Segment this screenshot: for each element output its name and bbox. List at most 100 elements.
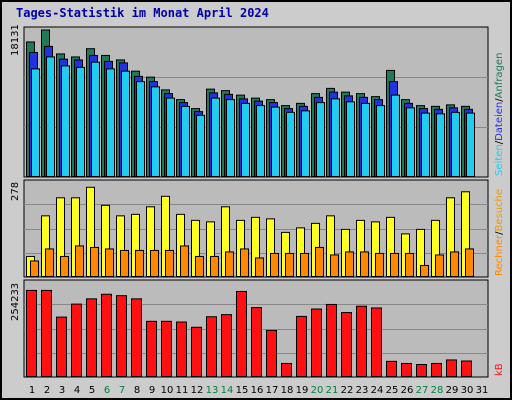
bar-seiten-day-28: [436, 113, 445, 177]
bar-kb-day-28: [431, 362, 442, 377]
xtick-day-12: 12: [191, 385, 204, 396]
bar-seiten-day-5: [91, 61, 100, 177]
xtick-day-6: 6: [104, 385, 110, 396]
bar-kb-day-9: [146, 320, 157, 377]
xtick-day-9: 9: [149, 385, 155, 396]
bar-seiten-day-19: [301, 110, 310, 177]
bar-rechner-day-18: [285, 252, 294, 277]
bar-seiten-day-23: [361, 102, 370, 177]
xtick-day-14: 14: [221, 385, 234, 396]
bar-kb-day-20: [311, 308, 322, 377]
xtick-day-28: 28: [431, 385, 444, 396]
bar-seiten-day-21: [331, 98, 340, 177]
bar-kb-day-27: [416, 364, 427, 377]
bar-kb-day-1: [26, 289, 37, 378]
xtick-day-18: 18: [281, 385, 294, 396]
xtick-day-10: 10: [161, 385, 174, 396]
bar-rechner-day-4: [75, 245, 84, 277]
bar-kb-day-6: [101, 293, 112, 378]
xtick-day-25: 25: [386, 385, 399, 396]
bar-kb-day-23: [356, 305, 367, 378]
xtick-day-17: 17: [266, 385, 279, 396]
bar-seiten-day-30: [466, 112, 475, 178]
bar-rechner-day-1: [30, 260, 39, 277]
bar-seiten-day-20: [316, 102, 325, 177]
bar-rechner-day-16: [255, 257, 264, 277]
bar-seiten-day-18: [286, 111, 295, 177]
bar-rechner-day-13: [210, 255, 219, 277]
bar-rechner-day-19: [300, 252, 309, 277]
bar-kb-day-21: [326, 303, 337, 377]
bar-kb-day-19: [296, 315, 307, 378]
bar-rechner-day-3: [60, 255, 69, 277]
bar-rechner-day-7: [120, 249, 129, 277]
bar-seiten-day-10: [166, 97, 175, 177]
bar-kb-day-22: [341, 312, 352, 378]
bar-seiten-day-17: [271, 106, 280, 177]
xtick-day-15: 15: [236, 385, 249, 396]
xtick-day-5: 5: [89, 385, 95, 396]
bar-kb-day-5: [86, 298, 97, 377]
bar-seiten-day-13: [211, 97, 220, 177]
bar-kb-day-18: [281, 362, 292, 377]
bar-rechner-day-21: [330, 254, 339, 277]
bar-kb-day-29: [446, 359, 457, 378]
xtick-day-7: 7: [119, 385, 125, 396]
bar-rechner-day-27: [420, 264, 429, 277]
xtick-day-31: 31: [476, 385, 489, 396]
bar-rechner-day-8: [135, 249, 144, 277]
xtick-day-13: 13: [206, 385, 219, 396]
bar-kb-day-17: [266, 329, 277, 377]
bar-seiten-day-6: [106, 68, 115, 177]
bar-seiten-day-25: [391, 94, 400, 177]
bar-rechner-day-25: [390, 252, 399, 277]
bar-kb-day-3: [56, 316, 67, 377]
bar-rechner-day-5: [90, 246, 99, 277]
bar-rechner-day-15: [240, 248, 249, 278]
bar-kb-day-10: [161, 320, 172, 377]
bar-kb-day-12: [191, 326, 202, 378]
bar-seiten-day-27: [421, 112, 430, 178]
bar-seiten-day-24: [376, 105, 385, 177]
bar-rechner-day-24: [375, 252, 384, 277]
xtick-day-4: 4: [74, 385, 80, 396]
bar-seiten-day-1: [31, 68, 40, 177]
bar-rechner-day-6: [105, 248, 114, 278]
bar-seiten-day-9: [151, 86, 160, 177]
xtick-day-19: 19: [296, 385, 309, 396]
xtick-day-21: 21: [326, 385, 339, 396]
bar-seiten-day-16: [256, 105, 265, 177]
xtick-day-23: 23: [356, 385, 369, 396]
bar-rechner-day-30: [465, 248, 474, 278]
xtick-day-29: 29: [446, 385, 459, 396]
bar-rechner-day-9: [150, 249, 159, 277]
bar-kb-day-30: [461, 360, 472, 377]
bar-kb-day-7: [116, 295, 127, 378]
bar-rechner-day-10: [165, 249, 174, 277]
xtick-day-24: 24: [371, 385, 384, 396]
xtick-day-22: 22: [341, 385, 354, 396]
bar-seiten-day-29: [451, 111, 460, 177]
xtick-day-16: 16: [251, 385, 264, 396]
bar-rechner-day-11: [180, 245, 189, 277]
xtick-day-3: 3: [59, 385, 65, 396]
bar-seiten-day-15: [241, 102, 250, 177]
bar-kb-day-8: [131, 298, 142, 377]
bar-kb-day-26: [401, 362, 412, 377]
xtick-day-1: 1: [29, 385, 35, 396]
bar-seiten-day-7: [121, 70, 130, 177]
bar-rechner-day-20: [315, 246, 324, 277]
bar-kb-day-11: [176, 321, 187, 378]
xtick-day-20: 20: [311, 385, 324, 396]
bar-seiten-day-8: [136, 81, 145, 177]
bar-seiten-day-14: [226, 99, 235, 177]
bar-rechner-day-29: [450, 251, 459, 278]
bar-rechner-day-14: [225, 251, 234, 278]
bar-seiten-day-2: [46, 56, 55, 177]
bar-kb-day-13: [206, 316, 217, 378]
bar-rechner-day-17: [270, 252, 279, 277]
bar-kb-day-14: [221, 314, 232, 377]
bar-rechner-day-23: [360, 251, 369, 278]
bar-rechner-day-12: [195, 255, 204, 277]
